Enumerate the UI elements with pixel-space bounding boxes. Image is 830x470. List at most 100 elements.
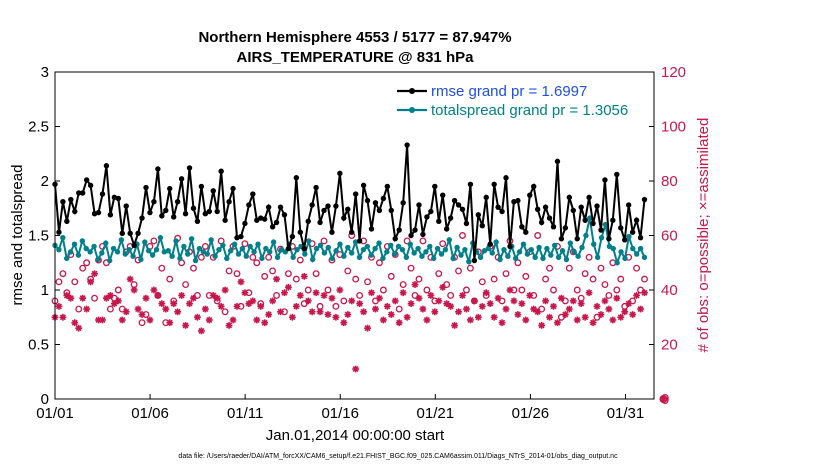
obs-assimilated-point: [431, 308, 439, 316]
rmse-point: [79, 190, 86, 196]
obs-assimilated-point: [356, 300, 364, 308]
obs-assimilated-point-d2: [637, 306, 644, 313]
spread-point: [333, 248, 339, 254]
spread-point: [75, 252, 82, 258]
rmse-point: [618, 225, 624, 231]
spread-point: [220, 242, 226, 249]
obs-assimilated-point-d2: [170, 300, 177, 307]
obs-possible-point: [617, 275, 625, 283]
spread-point: [411, 250, 417, 256]
obs-assimilated-point-d2: [546, 314, 553, 321]
rmse-point: [467, 181, 474, 187]
obs-assimilated-point-d2: [111, 300, 118, 307]
rmse-point: [352, 191, 359, 197]
obs-possible-point: [379, 286, 387, 294]
obs-possible-point: [138, 319, 146, 327]
obs-possible-point: [352, 275, 360, 283]
rmse-point: [214, 208, 220, 215]
rmse-point: [459, 206, 466, 213]
rmse-point: [115, 195, 122, 202]
spread-point: [122, 251, 128, 257]
obs-possible-point: [150, 237, 158, 245]
spread-point: [64, 255, 70, 262]
obs-assimilated-point-d2: [249, 297, 256, 304]
obs-possible-point: [233, 270, 241, 278]
obs-assimilated-point-d2: [194, 314, 201, 321]
spread-point: [306, 238, 312, 244]
obs-assimilated-point-d2: [404, 314, 411, 321]
obs-assimilated-point-d2: [629, 311, 636, 318]
rmse-point: [163, 207, 169, 214]
spread-point: [95, 256, 101, 263]
x-axis: 01/01 01/06 01/11 01/16 01/21 01/26 01/31: [36, 394, 644, 422]
obs-assimilated-point-d2: [538, 322, 545, 329]
obs-assimilated-point: [150, 286, 158, 294]
obs-possible-point: [225, 267, 233, 275]
rmse-point: [447, 215, 454, 221]
obs-assimilated-point: [419, 305, 427, 313]
spread-point: [149, 252, 156, 258]
spread-point: [348, 250, 355, 256]
obs-assimilated-point: [292, 302, 300, 310]
obs-possible-point: [296, 256, 304, 264]
obs-assimilated-point-d2: [586, 289, 593, 296]
spread-point: [466, 258, 472, 265]
obs-assimilated-point: [498, 319, 506, 327]
obs-assimilated-point-d2: [273, 276, 280, 283]
obs-assimilated-point-d2: [435, 297, 442, 304]
obs-assimilated-point: [71, 319, 79, 327]
x-tick-label: 01/16: [321, 405, 359, 422]
y-tick-label: 2: [41, 173, 49, 190]
obs-assimilated-point-d2: [226, 322, 233, 329]
rmse-point: [186, 165, 193, 171]
rmse-point: [218, 168, 224, 174]
obs-assimilated-point: [423, 316, 431, 324]
spread-point: [302, 251, 308, 257]
obs-assimilated-point: [589, 319, 597, 327]
spread-point: [99, 250, 105, 256]
obs-assimilated-point: [233, 302, 241, 310]
spread-point: [145, 248, 152, 254]
spread-point: [192, 257, 199, 264]
obs-possible-point: [190, 264, 197, 272]
rmse-point: [159, 213, 165, 219]
obs-assimilated-point-d2: [605, 306, 612, 313]
rmse-point: [546, 215, 553, 221]
obs-assimilated-point: [178, 292, 186, 299]
rmse-point: [380, 195, 387, 202]
obs-assimilated-point: [486, 300, 494, 308]
rmse-point: [483, 194, 489, 201]
spread-point: [583, 232, 589, 239]
right-axis-zero-asterisk: [660, 395, 667, 403]
obs-assimilated-point: [285, 283, 292, 291]
x-tick-label: 01/31: [607, 405, 645, 422]
rmse-point: [586, 194, 592, 201]
obs-assimilated-point-d2: [427, 292, 434, 299]
spread-point: [87, 249, 93, 255]
obs-assimilated-point-d2: [107, 292, 114, 299]
obs-assimilated-point-d2: [305, 297, 312, 304]
obs-assimilated-point-d2: [487, 300, 494, 307]
x-tick-label: 01/21: [417, 405, 455, 422]
obs-assimilated-point-d2: [237, 278, 244, 285]
obs-possible-point: [292, 275, 300, 283]
obs-assimilated-point: [593, 302, 601, 310]
obs-assimilated-point: [91, 270, 98, 278]
obs-assimilated-point: [625, 300, 633, 308]
obs-assimilated-point-d2: [625, 300, 632, 307]
spread-point: [313, 245, 320, 252]
spread-point: [540, 255, 546, 262]
legend-spread-label: totalspread grand pr = 1.3056: [431, 102, 628, 119]
obs-possible-point: [403, 237, 411, 245]
obs-assimilated-point: [253, 316, 261, 324]
rmse-point: [329, 229, 335, 235]
spread-point: [614, 260, 620, 266]
obs-assimilated-point: [134, 305, 142, 313]
rmse-point: [333, 203, 339, 209]
obs-possible-point: [364, 278, 371, 286]
obs-assimilated-point: [621, 308, 629, 316]
rmse-point: [273, 219, 280, 226]
obs-assimilated-point: [99, 316, 106, 324]
rmse-point: [261, 216, 268, 222]
rmse-point: [238, 233, 244, 240]
